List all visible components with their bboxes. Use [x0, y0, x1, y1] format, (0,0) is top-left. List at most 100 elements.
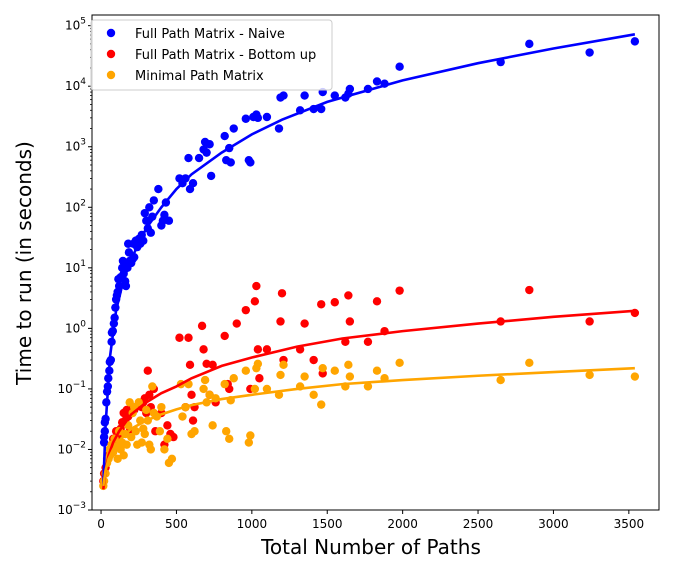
data-point-series-3 [229, 374, 238, 383]
data-point-series-1 [140, 208, 149, 218]
data-point-series-3 [250, 384, 260, 394]
fit-curve-series-2 [102, 309, 635, 490]
data-point-series-2 [395, 286, 404, 295]
x-tick-label: 3000 [538, 517, 569, 531]
data-point-series-3 [279, 360, 288, 370]
data-point-series-1 [206, 171, 216, 181]
data-point-series-2 [276, 317, 285, 326]
y-axis: 10−3 10−2 10−1 100 101 102 103 104 105 [57, 17, 92, 517]
data-point-series-1 [525, 39, 534, 49]
data-point-series-2 [187, 390, 196, 399]
data-point-series-3 [244, 438, 254, 447]
data-point-series-2 [220, 331, 229, 341]
data-point-series-2 [143, 366, 152, 375]
data-point-series-3 [140, 429, 149, 439]
y-tick-label: 10−1 [57, 380, 86, 396]
data-point-series-1 [226, 158, 235, 167]
legend: Full Path Matrix - Naive Full Path Matrix… [90, 19, 333, 91]
data-point-series-1 [229, 124, 238, 133]
data-point-series-1 [345, 84, 355, 94]
data-point-series-3 [122, 440, 131, 449]
data-point-series-2 [184, 333, 193, 342]
data-point-series-3 [262, 384, 272, 394]
data-point-series-3 [178, 412, 187, 421]
data-point-series-3 [148, 382, 157, 391]
data-point-series-3 [134, 398, 143, 407]
legend-label: Full Path Matrix - Bottom up [135, 48, 316, 63]
y-tick-label: 10−2 [57, 440, 86, 456]
data-point-series-2 [197, 321, 207, 331]
x-axis: 0 500 1000 1500 2000 2500 3000 3500 [97, 510, 644, 531]
data-point-series-1 [164, 216, 174, 225]
data-point-series-1 [145, 203, 154, 212]
data-point-series-3 [208, 421, 217, 430]
data-point-series-1 [330, 91, 339, 100]
y-tick-label: 102 [65, 198, 86, 214]
data-point-series-2 [330, 298, 339, 307]
data-point-series-3 [300, 372, 309, 381]
data-point-series-1 [184, 153, 193, 163]
data-point-series-2 [317, 300, 326, 309]
data-point-series-1 [395, 62, 404, 71]
data-point-series-1 [194, 153, 204, 163]
data-point-series-1 [372, 77, 382, 86]
data-point-series-3 [344, 360, 353, 370]
data-point-series-3 [630, 372, 640, 381]
data-point-series-3 [363, 382, 373, 391]
data-point-series-3 [317, 400, 326, 409]
legend-marker [106, 70, 116, 80]
data-point-series-2 [262, 345, 272, 354]
data-point-series-3 [142, 405, 151, 415]
data-point-series-3 [246, 431, 255, 440]
x-tick-label: 3500 [614, 517, 645, 531]
data-point-series-2 [199, 345, 208, 354]
data-point-series-1 [142, 216, 151, 225]
y-axis-title: Time to run (in seconds) [12, 141, 36, 386]
data-point-series-2 [345, 317, 355, 326]
data-point-series-3 [190, 427, 199, 436]
data-point-series-1 [188, 178, 198, 188]
y-tick-label: 10−3 [57, 501, 86, 517]
data-point-series-1 [630, 37, 640, 46]
data-point-series-1 [262, 112, 272, 122]
fit-curve-series-1 [102, 33, 636, 486]
data-point-series-2 [250, 297, 260, 306]
data-point-series-1 [146, 228, 156, 237]
data-point-series-3 [160, 445, 169, 454]
data-point-series-3 [220, 379, 229, 389]
data-point-series-3 [253, 359, 263, 368]
data-point-series-1 [300, 91, 309, 100]
x-axis-title: Total Number of Paths [260, 535, 481, 559]
x-tick-label: 2000 [387, 517, 418, 531]
data-point-series-3 [330, 366, 339, 375]
data-point-series-3 [146, 445, 156, 454]
y-tick-label: 103 [65, 138, 86, 154]
data-point-series-2 [208, 360, 217, 370]
data-point-series-2 [372, 297, 382, 306]
data-point-series-3 [200, 375, 210, 385]
data-point-series-2 [163, 421, 172, 430]
data-point-series-2 [253, 345, 263, 354]
data-point-series-3 [318, 363, 327, 373]
data-point-series-1 [220, 131, 229, 141]
data-point-series-3 [395, 358, 404, 367]
data-point-series-3 [309, 390, 318, 399]
legend-marker [106, 49, 116, 59]
data-point-series-3 [127, 432, 136, 442]
legend-marker [106, 28, 116, 38]
data-point-series-2 [145, 390, 154, 399]
data-point-series-1 [253, 113, 263, 123]
data-point-series-3 [163, 434, 172, 443]
data-point-series-1 [246, 158, 255, 167]
x-tick-label: 2500 [463, 517, 494, 531]
legend-label: Minimal Path Matrix [135, 69, 264, 84]
data-point-series-1 [205, 140, 214, 149]
data-point-series-3 [241, 366, 251, 375]
fit-curve-series-3 [102, 366, 635, 487]
y-tick-label: 105 [65, 17, 86, 33]
data-point-series-3 [137, 438, 146, 447]
data-point-series-3 [525, 358, 534, 367]
data-point-series-3 [225, 434, 234, 443]
data-point-series-2 [252, 281, 261, 291]
